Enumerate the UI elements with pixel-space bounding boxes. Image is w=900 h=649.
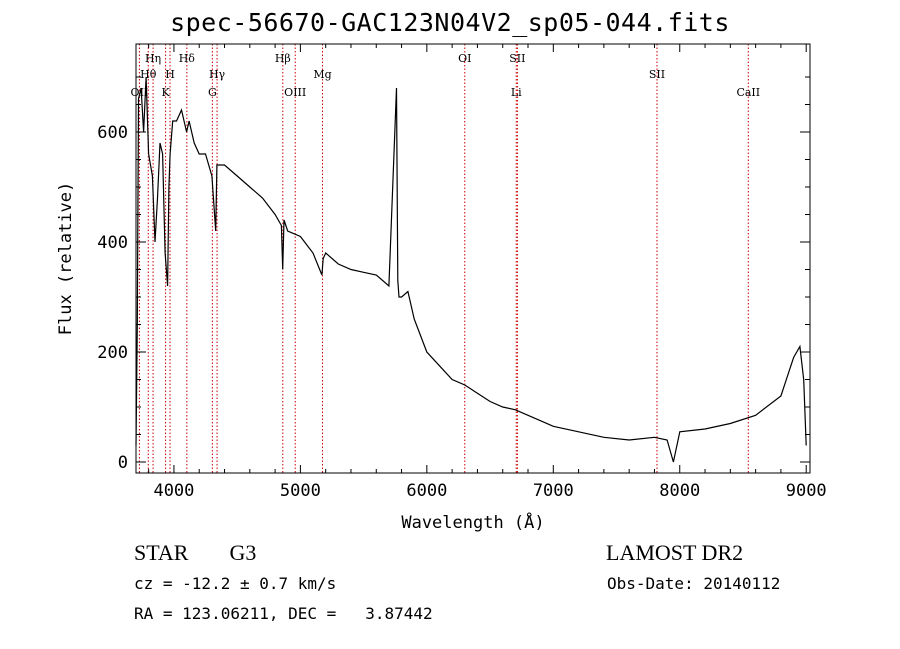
y-axis-ticks: 0 200 400 600 <box>97 76 810 473</box>
x-axis-label: Wavelength (Å) <box>401 511 544 533</box>
line-marker-labels: OII Hθ Hη KH Hδ G Hγ Hβ OIII Mg OI SII Li SII CaII <box>131 52 761 99</box>
x-tick-label: 9000 <box>786 481 827 501</box>
y-tick-label: 200 <box>97 343 128 363</box>
obs-date-text: Obs-Date: 20140112 <box>607 574 781 593</box>
x-tick-label: 4000 <box>153 481 194 501</box>
y-axis-label: Flux (relative) <box>56 182 76 336</box>
survey-label: LAMOST DR2 <box>606 540 744 565</box>
line-marker-label: OII <box>131 86 149 99</box>
line-marker-label: H <box>165 68 175 81</box>
line-marker-label: G <box>208 86 217 99</box>
line-marker-label: Hδ <box>179 52 196 65</box>
line-marker-label: Hθ <box>140 68 157 81</box>
x-axis-ticks: 4000 5000 6000 7000 8000 9000 <box>148 44 827 501</box>
line-marker-label: Hη <box>145 52 161 65</box>
line-marker-label: Li <box>511 86 522 99</box>
line-marker-label: Hβ <box>275 52 291 65</box>
line-marker-label: Hγ <box>209 68 226 81</box>
x-tick-label: 6000 <box>406 481 447 501</box>
redshift-text: cz = -12.2 ± 0.7 km/s <box>134 574 337 593</box>
page-title: spec-56670-GAC123N04V2_sp05-044.fits <box>170 8 730 37</box>
plot-frame <box>135 43 811 474</box>
line-marker-label: Mg <box>313 68 331 81</box>
line-marker-label: K <box>161 86 170 99</box>
line-marker-label: SII <box>509 52 525 65</box>
line-marker-label: SII <box>649 68 665 81</box>
x-tick-label: 8000 <box>659 481 700 501</box>
object-class: STAR G3 <box>134 540 256 566</box>
y-tick-label: 400 <box>97 233 128 253</box>
line-marker-label: CaII <box>736 86 760 99</box>
line-marker-label: OI <box>458 52 471 65</box>
y-tick-label: 600 <box>97 123 128 143</box>
y-tick-label: 0 <box>118 453 128 473</box>
subclass-label: G3 <box>229 540 257 565</box>
line-marker-label: OIII <box>284 86 306 99</box>
x-tick-label: 7000 <box>533 481 574 501</box>
line-markers <box>138 44 749 473</box>
x-tick-label: 5000 <box>280 481 321 501</box>
class-label: STAR <box>134 540 189 565</box>
spectrum-line <box>135 76 807 463</box>
coords-text: RA = 123.06211, DEC = 3.87442 <box>134 604 433 623</box>
